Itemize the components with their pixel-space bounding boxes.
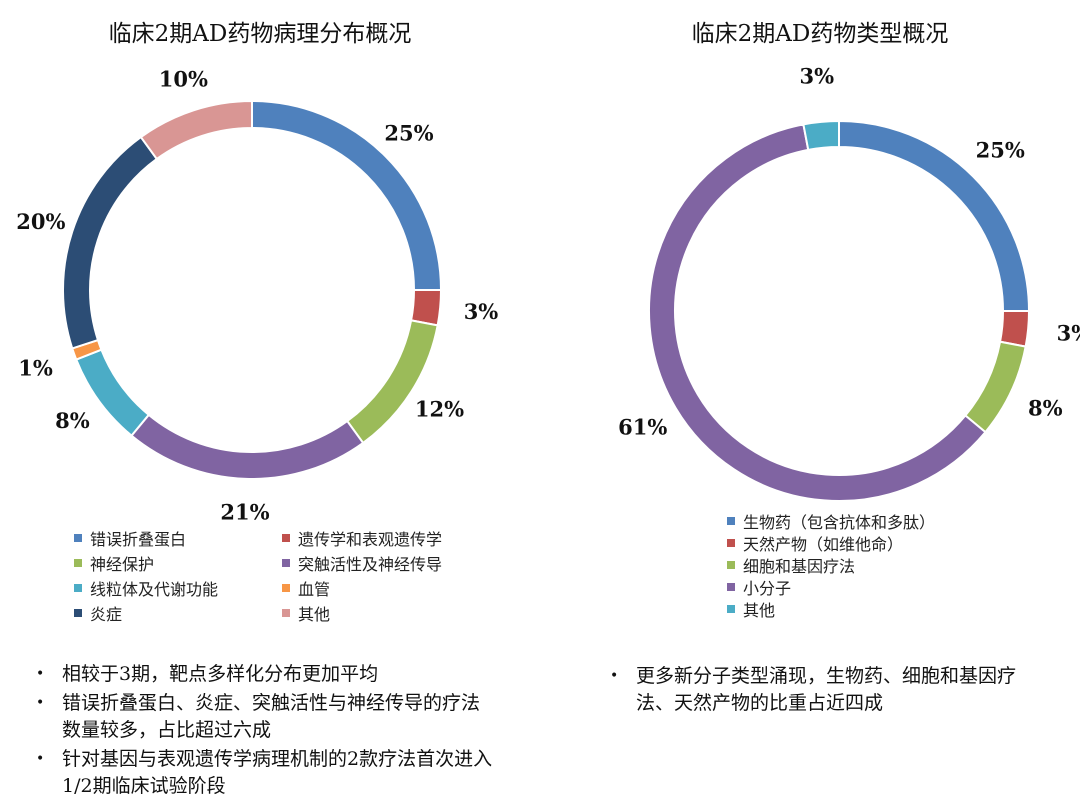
legend-swatch [282, 559, 290, 567]
note-item: • 针对基因与表观遗传学病理机制的2款疗法首次进入1/2期临床试验阶段 [36, 746, 496, 800]
drug-type-legend: 生物药（包含抗体和多肽） 天然产物（如维他命） 细胞和基因疗法 小分子 其他 [727, 511, 1057, 620]
bullet-icon: • [610, 668, 619, 684]
legend-swatch [74, 559, 82, 567]
legend-label: 血管 [298, 580, 331, 599]
pathology-slice-8 [139, 99, 253, 161]
pathology-donut-chart: 25% 3% 12% 21% 8% 1% 20% 10% [16, 66, 499, 520]
legend-swatch [727, 583, 735, 591]
legend-label: 细胞和基因疗法 [743, 557, 856, 576]
note-text: 错误折叠蛋白、炎症、突触活性与神经传导的疗法数量较多，占比超过六成 [62, 692, 481, 741]
drug-type-notes: • 更多新分子类型涌现，生物药、细胞和基因疗法、天然产物的比重占近四成 [610, 663, 1050, 719]
legend-swatch [727, 605, 735, 613]
legend-swatch [74, 534, 82, 542]
legend-item: 细胞和基因疗法 [727, 555, 1057, 576]
legend-item: 生物药（包含抗体和多肽） [727, 511, 1057, 532]
pathology-value-label: 12% [415, 396, 464, 421]
drug-type-value-label: 3% [1057, 321, 1080, 346]
note-text: 相较于3期，靶点多样化分布更加平均 [62, 663, 379, 685]
legend-swatch [282, 584, 290, 592]
legend-label: 遗传学和表观遗传学 [298, 530, 443, 549]
legend-item: 线粒体及代谢功能 [74, 578, 282, 599]
note-text: 更多新分子类型涌现，生物药、细胞和基因疗法、天然产物的比重占近四成 [636, 665, 1017, 714]
bullet-icon: • [36, 666, 45, 682]
pathology-value-label: 25% [384, 121, 433, 146]
pathology-value-label: 8% [55, 408, 90, 433]
drug-type-value-label: 25% [976, 137, 1025, 162]
pathology-slice-2 [409, 289, 443, 327]
drug-type-value-label: 61% [618, 415, 667, 440]
drug-type-slice-4 [648, 123, 987, 502]
note-item: • 错误折叠蛋白、炎症、突触活性与神经传导的疗法数量较多，占比超过六成 [36, 690, 496, 744]
legend-label: 小分子 [743, 579, 792, 598]
legend-label: 炎症 [90, 605, 123, 624]
pathology-slice-7 [62, 135, 159, 350]
drug-type-chart-title: 临床2期AD药物类型概况 [691, 21, 949, 47]
legend-item: 遗传学和表观遗传学 [282, 528, 482, 549]
legend-label: 天然产物（如维他命） [743, 535, 904, 554]
drug-type-slice-3 [963, 340, 1027, 434]
pathology-legend: 错误折叠蛋白 遗传学和表观遗传学 神经保护 突触活性及神经传导 线粒体及代谢功能… [74, 528, 494, 624]
pathology-value-label: 10% [159, 66, 208, 91]
pathology-notes: • 相较于3期，靶点多样化分布更加平均 • 错误折叠蛋白、炎症、突触活性与神经传导的… [36, 661, 496, 802]
legend-item: 血管 [282, 578, 482, 599]
pathology-slice-4 [130, 413, 365, 480]
legend-label: 其他 [298, 605, 331, 624]
legend-item: 其他 [282, 603, 482, 624]
legend-swatch [74, 609, 82, 617]
note-item: • 更多新分子类型涌现，生物药、细胞和基因疗法、天然产物的比重占近四成 [610, 663, 1050, 717]
legend-item: 突触活性及神经传导 [282, 553, 482, 574]
legend-label: 神经保护 [90, 555, 155, 574]
bullet-icon: • [36, 751, 45, 767]
legend-item: 错误折叠蛋白 [74, 528, 282, 549]
pathology-chart-title: 临床2期AD药物病理分布概况 [108, 21, 412, 47]
legend-label: 线粒体及代谢功能 [90, 580, 219, 599]
drug-type-value-label: 3% [800, 64, 835, 89]
drug-type-slice-2 [998, 310, 1031, 348]
pathology-value-label: 1% [18, 355, 53, 380]
pathology-value-label: 21% [220, 499, 269, 520]
legend-label: 生物药（包含抗体和多肽） [743, 513, 936, 532]
bullet-icon: • [36, 695, 45, 711]
legend-label: 突触活性及神经传导 [298, 555, 443, 574]
note-item: • 相较于3期，靶点多样化分布更加平均 [36, 661, 496, 688]
drug-type-value-label: 8% [1028, 396, 1063, 421]
pathology-value-label: 20% [16, 209, 65, 234]
drug-type-slice-5 [802, 119, 840, 152]
legend-label: 错误折叠蛋白 [90, 530, 187, 549]
legend-item: 神经保护 [74, 553, 282, 574]
legend-label: 其他 [743, 601, 776, 620]
legend-swatch [727, 539, 735, 547]
legend-item: 天然产物（如维他命） [727, 533, 1057, 554]
pathology-chart-panel: 临床2期AD药物病理分布概况 25% 3% 12% 21% 8% 1% 20% 10% 错误折… [0, 0, 520, 812]
legend-item: 小分子 [727, 577, 1057, 598]
legend-item: 炎症 [74, 603, 282, 624]
drug-type-chart-panel: 临床2期AD药物类型概况 25% 3% 8% 61% 3% 生物药（包含抗体和多肽） 天… [560, 0, 1080, 812]
legend-item: 其他 [727, 599, 1057, 620]
legend-swatch [74, 584, 82, 592]
legend-swatch [727, 517, 735, 525]
note-text: 针对基因与表观遗传学病理机制的2款疗法首次进入1/2期临床试验阶段 [62, 748, 493, 797]
pathology-slice-3 [345, 319, 439, 445]
drug-type-donut-chart: 25% 3% 8% 61% 3% [618, 64, 1080, 502]
legend-swatch [727, 561, 735, 569]
pathology-value-label: 3% [464, 299, 499, 324]
legend-swatch [282, 534, 290, 542]
legend-swatch [282, 609, 290, 617]
